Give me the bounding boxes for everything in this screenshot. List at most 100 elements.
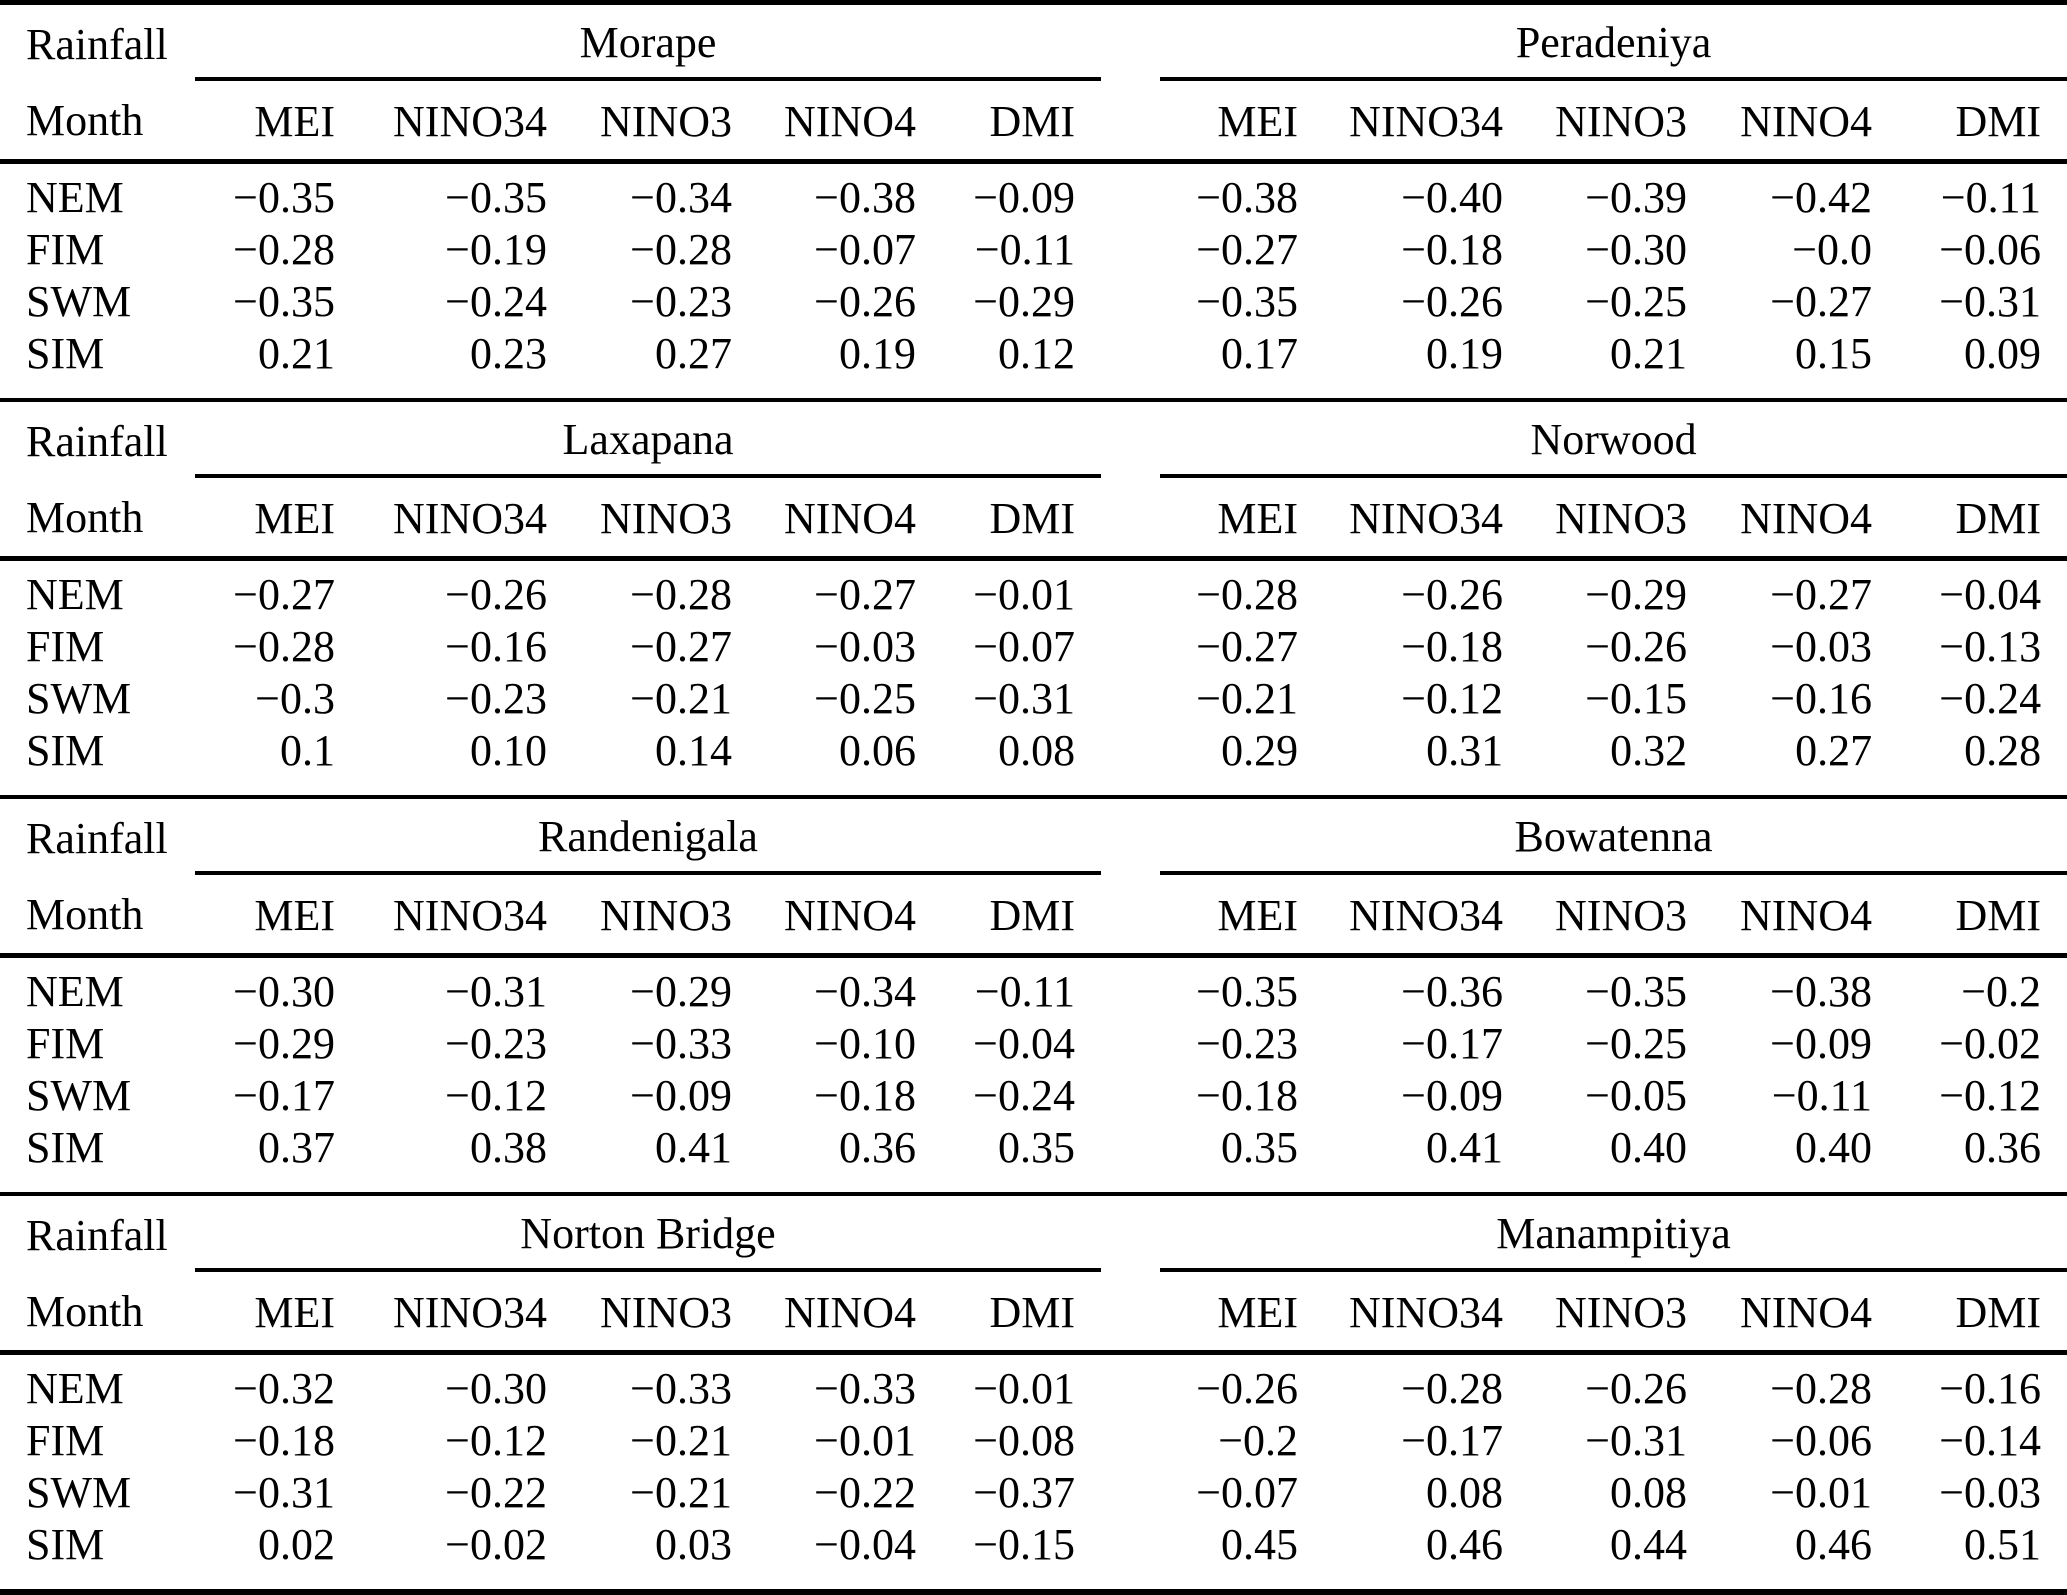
correlation-value: −0.16 [445, 622, 547, 671]
index-column-header: DMI [916, 873, 1101, 958]
correlation-value: −0.04 [973, 1019, 1075, 1068]
correlation-value: −0.35 [1196, 277, 1299, 326]
table-row: SWM −0.3 −0.23 −0.21 −0.25 −0.31 −0.21 −0.12 −0.… [0, 673, 2067, 725]
table-row: FIM −0.18 −0.12 −0.21 −0.01 −0.08 −0.2 −0.17 −0.… [0, 1415, 2067, 1467]
correlation-value: −0.01 [1770, 1468, 1873, 1517]
row-group-label: Rainfall [26, 417, 168, 466]
correlation-value: −0.09 [1401, 1071, 1503, 1120]
spacer [1101, 956, 1160, 1019]
correlation-value: −0.18 [233, 1416, 335, 1465]
correlation-value: 0.32 [1610, 726, 1688, 775]
spacer [1101, 1467, 1160, 1519]
correlation-value: −0.2 [1218, 1416, 1299, 1465]
correlation-value: 0.40 [1610, 1123, 1687, 1172]
correlation-value: 0.03 [655, 1520, 732, 1569]
spacer [1101, 1196, 1160, 1270]
station-header-row: Rainfall Norton Bridge Manampitiya [0, 1196, 2067, 1272]
station-name: Peradeniya [1160, 2, 2067, 81]
correlation-value: 0.28 [1964, 726, 2042, 775]
correlation-value: −0.35 [1585, 967, 1687, 1016]
month-label: SWM [26, 674, 132, 723]
row-group-label: Rainfall [26, 814, 168, 863]
correlation-value: −0.27 [233, 570, 335, 619]
station-name: Randenigala [195, 799, 1101, 875]
correlation-value: −0.25 [1585, 1019, 1687, 1068]
correlation-value: −0.33 [814, 1364, 916, 1413]
table-row: NEM −0.27 −0.26 −0.28 −0.27 −0.01 −0.28 −0.26 −0… [0, 559, 2067, 622]
correlation-value: −0.28 [1401, 1364, 1504, 1413]
station-header-row: Rainfall Laxapana Norwood [0, 402, 2067, 478]
spacer [1101, 673, 1160, 725]
index-column-header: DMI [1872, 476, 2067, 561]
month-label: NEM [26, 570, 124, 619]
correlation-value: −0.12 [1401, 674, 1504, 723]
correlation-value: 0.12 [998, 329, 1076, 378]
correlation-value: −0.15 [973, 1520, 1076, 1569]
index-column-header: NINO3 [1503, 79, 1688, 164]
table-row: SIM 0.1 0.10 0.14 0.06 0.08 0.29 0.31 0.32 0.27 0.… [0, 725, 2067, 797]
spacer [1101, 559, 1160, 622]
correlation-value: −0.16 [1770, 674, 1873, 723]
correlation-value: −0.35 [1196, 967, 1298, 1016]
correlation-value: 0.35 [1221, 1123, 1298, 1172]
correlation-value: −0.23 [630, 277, 732, 326]
correlation-value: −0.01 [973, 1364, 1076, 1413]
correlation-value: −0.09 [630, 1071, 732, 1120]
correlation-value: 0.35 [998, 1123, 1075, 1172]
spacer [1101, 162, 1160, 225]
correlation-value: 0.27 [655, 329, 732, 378]
index-column-header: NINO3 [1503, 1270, 1688, 1355]
index-header-row: Month MEI NINO34 NINO3 NINO4 DMI MEI NINO34 NINO… [0, 873, 2067, 958]
index-column-header: NINO3 [547, 79, 732, 164]
correlation-value: 0.02 [258, 1520, 335, 1569]
correlation-value: 0.41 [1426, 1123, 1503, 1172]
correlation-value: −0.30 [1585, 225, 1688, 274]
index-header-row: Month MEI NINO34 NINO3 NINO4 DMI MEI NINO34 NINO… [0, 1270, 2067, 1355]
month-label: NEM [26, 1364, 124, 1413]
correlation-value: −0.04 [1939, 570, 2042, 619]
correlation-value: −0.24 [973, 1071, 1075, 1120]
correlation-value: −0.26 [1585, 1364, 1688, 1413]
index-column-header: NINO34 [335, 476, 547, 561]
month-label: SWM [26, 277, 132, 326]
correlation-value: −0.31 [233, 1468, 335, 1517]
correlation-value: −0.26 [445, 570, 547, 619]
index-column-header: NINO3 [1503, 873, 1687, 958]
spacer [1101, 79, 1161, 164]
correlation-value: −0.28 [1196, 570, 1299, 619]
correlation-value: 0.36 [839, 1123, 916, 1172]
correlation-value: −0.31 [1585, 1416, 1688, 1465]
index-column-header: MEI [195, 1270, 335, 1355]
correlation-value: −0.01 [814, 1416, 916, 1465]
month-label: SIM [26, 726, 105, 775]
index-column-header: NINO3 [1503, 476, 1688, 561]
correlation-value: 0.08 [1610, 1468, 1688, 1517]
correlation-value: 0.27 [1795, 726, 1873, 775]
correlation-value: 0.23 [470, 329, 547, 378]
correlation-value: −0.22 [814, 1468, 916, 1517]
month-label: NEM [26, 967, 124, 1016]
correlation-value: −0.29 [1585, 570, 1688, 619]
table-row: SWM −0.17 −0.12 −0.09 −0.18 −0.24 −0.18 −0.09 −0… [0, 1070, 2067, 1122]
correlation-value: −0.26 [1196, 1364, 1299, 1413]
correlation-value: −0.27 [630, 622, 732, 671]
spacer [1101, 276, 1160, 328]
correlation-value: −0.32 [233, 1364, 335, 1413]
correlation-value: −0.16 [1939, 1364, 2042, 1413]
correlation-value: −0.07 [973, 622, 1076, 671]
index-column-header: MEI [195, 79, 335, 164]
index-column-header: NINO4 [732, 79, 916, 164]
correlation-value: −0.26 [814, 277, 916, 326]
index-column-header: NINO4 [1687, 1270, 1873, 1355]
spacer [1101, 224, 1160, 276]
index-column-header: DMI [1872, 79, 2067, 164]
correlation-value: −0.35 [445, 173, 547, 222]
correlation-value: −0.12 [1939, 1071, 2042, 1120]
index-header-row: Month MEI NINO34 NINO3 NINO4 DMI MEI NINO34 NINO… [0, 476, 2067, 561]
index-column-header: NINO34 [1298, 476, 1504, 561]
correlation-value: −0.23 [1196, 1019, 1298, 1068]
correlation-value: −0.33 [630, 1019, 732, 1068]
index-column-header: NINO3 [547, 873, 732, 958]
correlation-value: −0.31 [1939, 277, 2042, 326]
station-name: Manampitiya [1160, 1196, 2067, 1272]
